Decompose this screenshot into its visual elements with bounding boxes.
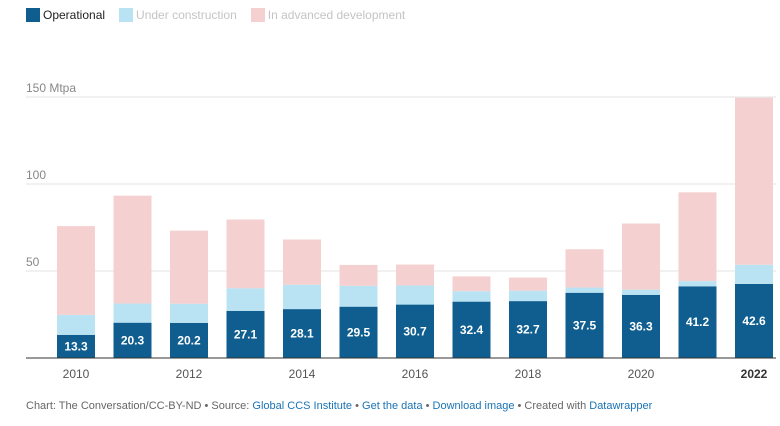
bar-advanced-development-2011 bbox=[113, 195, 152, 304]
bar-under-construction-2012 bbox=[170, 303, 208, 323]
bar-operational-2022 bbox=[735, 283, 773, 358]
bar-under-construction-2018 bbox=[509, 290, 547, 302]
bar-value-label-2021: 41.2 bbox=[686, 315, 710, 329]
x-tick-label-2022: 2022 bbox=[741, 367, 768, 381]
bar-under-construction-2021 bbox=[678, 281, 717, 287]
bar-operational-2021 bbox=[678, 286, 717, 358]
bar-operational-2013 bbox=[226, 310, 265, 358]
chart-legend: Operational Under construction In advanc… bbox=[26, 8, 405, 22]
legend-label-under-construction: Under construction bbox=[136, 8, 237, 22]
stacked-bar-chart: 50 100 150 Mtpa 13.3 20.3 20.2 27.1 28.1 29.5 30.… bbox=[26, 81, 776, 381]
x-tick-label-2016: 2016 bbox=[402, 367, 429, 381]
footer-separator: • bbox=[352, 400, 363, 412]
x-tick-label-2012: 2012 bbox=[176, 367, 203, 381]
bar-advanced-development-2013 bbox=[226, 219, 265, 289]
bar-value-label-2010: 13.3 bbox=[64, 339, 88, 353]
bar-value-label-2017: 32.4 bbox=[460, 323, 484, 337]
footer-separator: • bbox=[422, 400, 433, 412]
bar-advanced-development-2012 bbox=[170, 230, 208, 304]
source-link[interactable]: Global CCS Institute bbox=[252, 400, 353, 412]
legend-item-under-construction: Under construction bbox=[119, 8, 237, 22]
bar-value-label-2016: 30.7 bbox=[403, 324, 427, 338]
bar-operational-2014 bbox=[283, 309, 321, 358]
bar-advanced-development-2022 bbox=[735, 97, 773, 265]
legend-swatch-operational bbox=[26, 8, 40, 22]
x-tick-label-2018: 2018 bbox=[515, 367, 542, 381]
bar-operational-2015 bbox=[339, 306, 378, 358]
x-tick-label-2014: 2014 bbox=[289, 367, 316, 381]
x-tick-label-2010: 2010 bbox=[63, 367, 90, 381]
bar-under-construction-2016 bbox=[396, 285, 434, 305]
legend-swatch-under-construction bbox=[119, 8, 134, 22]
legend-label-operational: Operational bbox=[43, 8, 106, 22]
bar-value-label-2015: 29.5 bbox=[347, 325, 371, 339]
bar-value-label-2014: 28.1 bbox=[290, 327, 314, 341]
chart-footer: Chart: The Conversation/CC-BY-ND • Sourc… bbox=[26, 400, 652, 412]
y-tick-label-50: 50 bbox=[26, 255, 40, 269]
bar-advanced-development-2015 bbox=[339, 264, 378, 286]
bar-operational-2012 bbox=[170, 322, 208, 358]
download-image-link[interactable]: Download image bbox=[432, 400, 515, 412]
bar-under-construction-2011 bbox=[113, 303, 152, 323]
bar-advanced-development-2020 bbox=[622, 223, 660, 290]
bar-advanced-development-2010 bbox=[57, 226, 95, 315]
x-tick-label-2020: 2020 bbox=[628, 367, 655, 381]
bar-operational-2016 bbox=[396, 304, 434, 358]
bar-under-construction-2019 bbox=[565, 287, 604, 293]
bar-value-label-2011: 20.3 bbox=[121, 333, 145, 347]
bar-under-construction-2020 bbox=[622, 289, 660, 295]
legend-item-advanced-development: In advanced development bbox=[250, 8, 406, 22]
bar-under-construction-2022 bbox=[735, 264, 773, 284]
bar-operational-2019 bbox=[565, 292, 604, 358]
bar-value-label-2013: 27.1 bbox=[234, 327, 258, 341]
bar-under-construction-2014 bbox=[283, 284, 321, 310]
bar-value-label-2018: 32.7 bbox=[516, 323, 540, 337]
bar-under-construction-2017 bbox=[452, 291, 491, 302]
bar-operational-2011 bbox=[113, 322, 152, 358]
bar-operational-2020 bbox=[622, 294, 660, 358]
bar-value-label-2012: 20.2 bbox=[177, 333, 201, 347]
bar-value-label-2020: 36.3 bbox=[629, 319, 653, 333]
bar-under-construction-2010 bbox=[57, 314, 95, 335]
bar-advanced-development-2019 bbox=[565, 249, 604, 288]
bar-advanced-development-2016 bbox=[396, 264, 434, 286]
bar-value-label-2019: 37.5 bbox=[573, 318, 597, 332]
legend-item-operational: Operational bbox=[26, 8, 105, 22]
datawrapper-link[interactable]: Datawrapper bbox=[589, 400, 653, 412]
legend-label-advanced-development: In advanced development bbox=[267, 8, 406, 22]
bar-value-label-2022: 42.6 bbox=[742, 314, 766, 328]
bar-operational-2017 bbox=[452, 301, 491, 358]
y-tick-label-150: 150 Mtpa bbox=[26, 81, 76, 95]
y-tick-label-100: 100 bbox=[26, 168, 46, 182]
bar-operational-2018 bbox=[509, 301, 547, 358]
bar-advanced-development-2021 bbox=[678, 192, 717, 282]
footer-credit: Chart: The Conversation/CC-BY-ND • Sourc… bbox=[26, 400, 253, 412]
bar-advanced-development-2017 bbox=[452, 276, 491, 292]
legend-swatch-advanced-development bbox=[250, 8, 265, 22]
footer-created-with: • Created with bbox=[514, 400, 590, 412]
bar-under-construction-2015 bbox=[339, 285, 378, 307]
bar-under-construction-2013 bbox=[226, 288, 265, 311]
bar-operational-2010 bbox=[57, 334, 95, 358]
bar-advanced-development-2018 bbox=[509, 277, 547, 291]
get-data-link[interactable]: Get the data bbox=[362, 400, 423, 412]
bar-advanced-development-2014 bbox=[283, 239, 321, 285]
